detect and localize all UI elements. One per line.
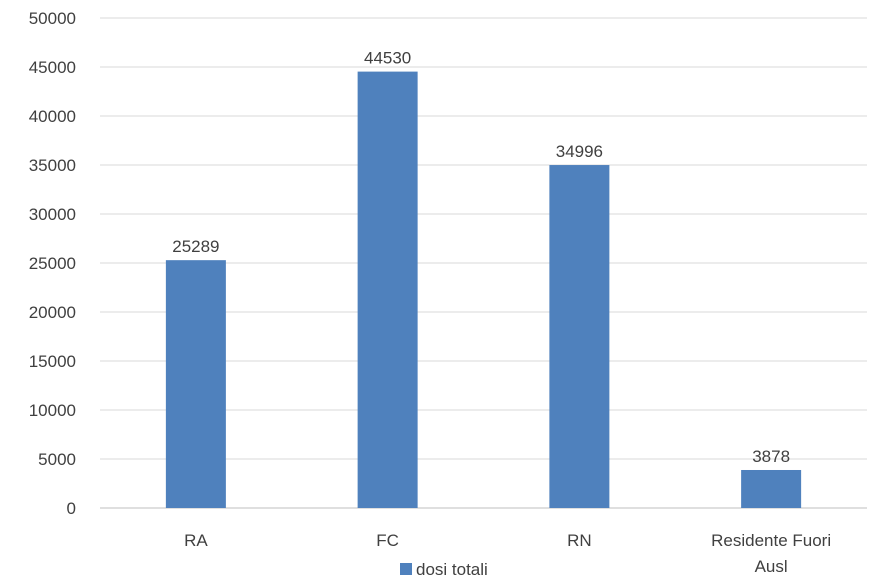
y-tick-label: 45000 <box>29 58 76 77</box>
x-tick-label: FC <box>376 531 399 550</box>
legend-swatch <box>400 563 412 575</box>
y-tick-label: 5000 <box>38 450 76 469</box>
bar-fc <box>358 72 418 508</box>
bars <box>166 72 801 508</box>
y-tick-label: 0 <box>67 499 76 518</box>
y-tick-label: 30000 <box>29 205 76 224</box>
y-tick-label: 25000 <box>29 254 76 273</box>
y-tick-label: 15000 <box>29 352 76 371</box>
data-label: 3878 <box>752 447 790 466</box>
x-axis-ticks: RA FC RN Residente Fuori Ausl <box>184 531 831 576</box>
y-tick-label: 40000 <box>29 107 76 126</box>
y-tick-label: 10000 <box>29 401 76 420</box>
y-tick-label: 35000 <box>29 156 76 175</box>
x-tick-label: Residente Fuori Ausl <box>711 531 831 576</box>
data-labels: 25289 44530 34996 3878 <box>172 49 790 466</box>
data-label: 25289 <box>172 237 219 256</box>
y-tick-label: 20000 <box>29 303 76 322</box>
legend-label: dosi totali <box>416 560 488 579</box>
legend: dosi totali <box>400 560 488 579</box>
bar-residente-fuori-ausl <box>741 470 801 508</box>
y-axis-ticks: 0 5000 10000 15000 20000 25000 30000 35000 40000… <box>29 9 76 518</box>
data-label: 44530 <box>364 49 411 68</box>
bar-rn <box>549 165 609 508</box>
x-tick-label: RN <box>567 531 592 550</box>
y-tick-label: 50000 <box>29 9 76 28</box>
bar-ra <box>166 260 226 508</box>
data-label: 34996 <box>556 142 603 161</box>
x-tick-label: RA <box>184 531 208 550</box>
